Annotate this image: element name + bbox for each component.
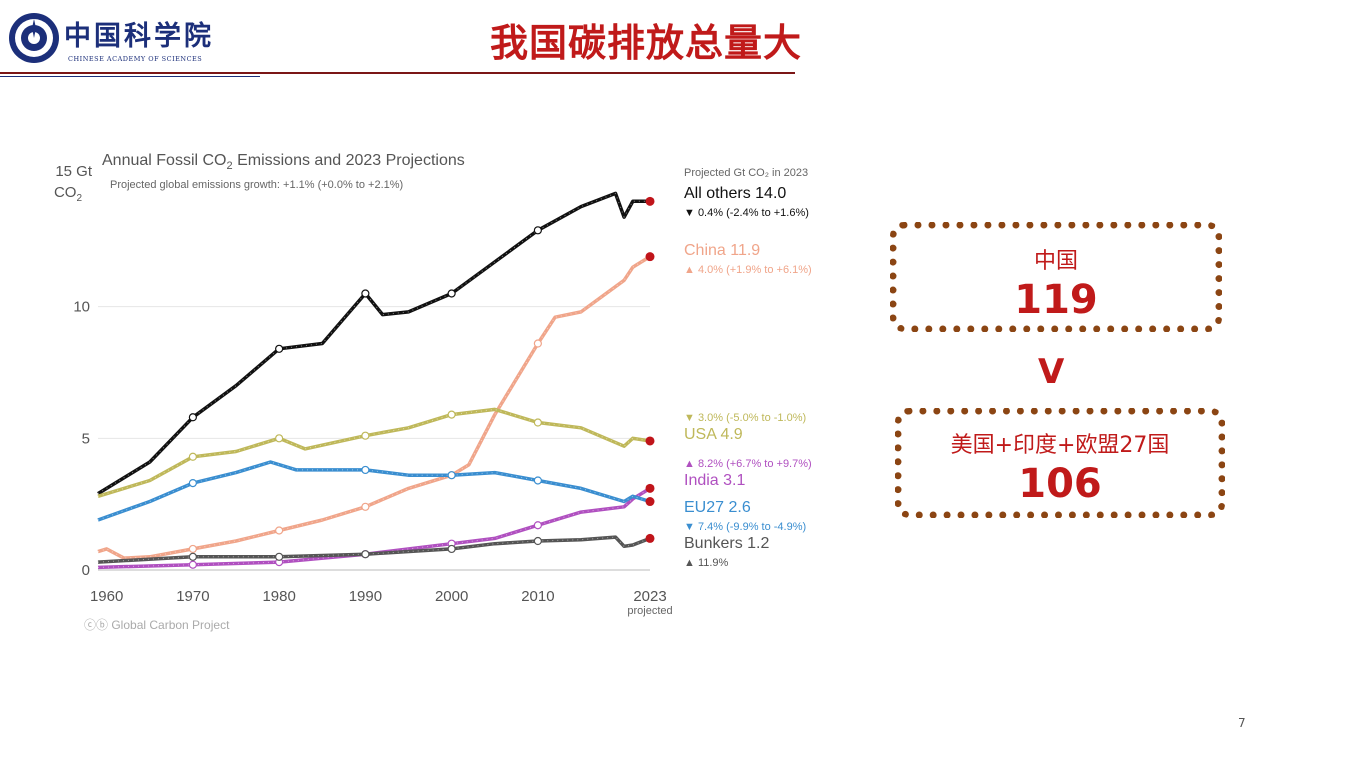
legend-series-growth: ▼ 7.4% (-9.9% to -4.9%) — [684, 521, 806, 533]
decade-marker — [188, 560, 197, 569]
series-line — [97, 191, 650, 496]
legend-series-name: India 3.1 — [684, 472, 745, 489]
decade-marker — [447, 289, 456, 298]
decade-marker — [447, 471, 456, 480]
decade-marker — [533, 418, 542, 427]
x-tick-label: 2023 — [633, 588, 666, 605]
x-tick-label: 2010 — [521, 588, 554, 605]
x-tick-label: 1980 — [262, 588, 295, 605]
others-total-box: 美国+印度+欧盟27国 106 — [895, 408, 1225, 518]
legend-series-growth: ▲ 8.2% (+6.7% to +9.7%) — [684, 458, 812, 470]
decade-marker — [275, 526, 284, 535]
legend-series-growth: ▼ 3.0% (-5.0% to -1.0%) — [684, 412, 806, 424]
series-line-pattern — [97, 487, 651, 568]
legend-series-growth: ▼ 0.4% (-2.4% to +1.6%) — [684, 207, 809, 219]
decade-marker — [361, 289, 370, 298]
decade-marker — [188, 413, 197, 422]
decade-marker — [275, 434, 284, 443]
series-line — [97, 407, 651, 498]
decade-marker — [188, 552, 197, 561]
legend-series-name: China 11.9 — [684, 242, 760, 259]
chart-title: Annual Fossil CO2 Emissions and 2023 Pro… — [102, 152, 465, 172]
x-tick-label: 2000 — [435, 588, 468, 605]
emissions-chart: Annual Fossil CO2 Emissions and 2023 Pro… — [54, 152, 812, 632]
chart-source: ⓒⓑ Global Carbon Project — [84, 618, 230, 632]
others-label: 美国+印度+欧盟27国 — [950, 433, 1170, 458]
decade-marker — [533, 339, 542, 348]
decade-marker — [361, 550, 370, 559]
china-value: 119 — [1014, 277, 1098, 323]
decade-marker — [275, 552, 284, 561]
decade-marker — [533, 476, 542, 485]
projection-point — [645, 483, 655, 493]
x-tick-label: 1960 — [90, 588, 123, 605]
legend-series-growth: ▲ 4.0% (+1.9% to +6.1%) — [684, 264, 812, 276]
decade-marker — [361, 465, 370, 475]
x-tick-note: projected — [627, 605, 672, 617]
projection-point — [645, 196, 655, 206]
legend-series-growth: ▲ 11.9% — [684, 557, 729, 569]
legend-series-name: EU27 2.6 — [684, 499, 751, 516]
y-axis-unit-line2: CO2 — [54, 184, 83, 204]
chart-subtitle: Projected global emissions growth: +1.1%… — [110, 179, 403, 191]
page-number: 7 — [1238, 716, 1246, 730]
projection-point — [645, 252, 655, 262]
cas-logo-icon — [9, 13, 59, 63]
legend-header: Projected Gt CO₂ in 2023 — [684, 167, 808, 179]
decade-marker — [188, 452, 197, 461]
series-line — [97, 486, 651, 570]
series-line-pattern — [97, 192, 650, 495]
projection-point — [645, 497, 655, 507]
logo-text: 中国科学院 — [64, 21, 214, 52]
series-line-pattern — [97, 256, 651, 559]
series-line — [97, 460, 651, 522]
decade-marker — [447, 410, 456, 419]
x-tick-label: 1990 — [349, 588, 382, 605]
header-divider-secondary — [0, 76, 260, 77]
decade-marker — [275, 344, 284, 353]
series-line-pattern — [97, 408, 651, 497]
projection-point — [645, 533, 655, 543]
decade-marker — [361, 431, 370, 440]
y-axis-unit-line1: 15 Gt — [55, 163, 93, 180]
y-tick-label: 0 — [82, 562, 90, 579]
decade-marker — [447, 544, 456, 554]
slide-title: 我国碳排放总量大 — [490, 21, 803, 65]
logo-subtext: CHINESE ACADEMY OF SCIENCES — [68, 55, 203, 63]
series-line-pattern — [97, 461, 651, 521]
decade-marker — [533, 536, 542, 546]
china-total-box: 中国 119 — [890, 222, 1222, 332]
x-tick-label: 1970 — [176, 588, 209, 605]
series-line — [97, 535, 651, 564]
others-value: 106 — [1018, 461, 1102, 507]
projection-point — [645, 436, 655, 446]
decade-marker — [533, 521, 542, 530]
legend-series-name: USA 4.9 — [684, 426, 743, 443]
china-label: 中国 — [1033, 249, 1078, 274]
greater-than-sign: V — [1038, 352, 1065, 392]
decade-marker — [188, 479, 197, 488]
legend-series-name: All others 14.0 — [684, 185, 786, 202]
legend-series-name: Bunkers 1.2 — [684, 535, 769, 552]
y-tick-label: 10 — [73, 299, 90, 316]
decade-marker — [533, 226, 542, 235]
header-divider — [0, 72, 795, 74]
decade-marker — [361, 502, 370, 511]
y-tick-label: 5 — [82, 430, 90, 447]
decade-marker — [188, 544, 197, 554]
